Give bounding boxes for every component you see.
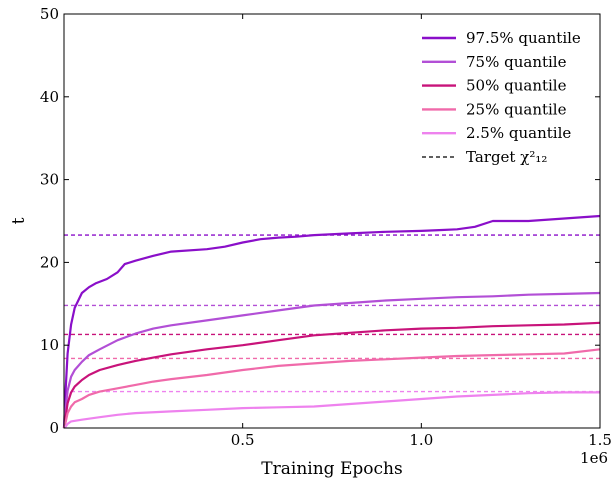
legend-label-2: 50% quantile bbox=[466, 77, 567, 95]
y-axis-label: t bbox=[9, 217, 29, 224]
axis-ticks: 0 10 20 30 40 50 0.5 1.0 1.5 bbox=[40, 5, 611, 449]
legend-label-3: 25% quantile bbox=[466, 100, 567, 118]
x-axis-label: Training Epochs bbox=[261, 459, 402, 479]
series-line-2 bbox=[62, 321, 601, 429]
y-tick-label-5: 50 bbox=[40, 5, 59, 23]
plot-frame bbox=[63, 13, 601, 429]
x-axis-offset-label: 1e6 bbox=[580, 449, 608, 467]
y-tick-label-3: 30 bbox=[40, 171, 59, 189]
legend-label-0: 97.5% quantile bbox=[466, 29, 581, 47]
x-tick-label-1: 1.0 bbox=[409, 431, 433, 449]
y-tick-label-1: 10 bbox=[40, 336, 59, 354]
x-tick-label-2: 1.5 bbox=[588, 431, 611, 449]
legend-label-target: Target χ²₁₂ bbox=[466, 148, 547, 166]
series-lines bbox=[62, 214, 601, 429]
y-tick-label-2: 20 bbox=[40, 253, 59, 271]
legend-label-4: 2.5% quantile bbox=[466, 124, 571, 142]
series-line-3 bbox=[62, 348, 601, 429]
series-line-4 bbox=[63, 391, 600, 429]
legend: 97.5% quantile 75% quantile 50% quantile 25… bbox=[422, 29, 581, 166]
y-tick-label-4: 40 bbox=[40, 88, 59, 106]
y-tick-label-0: 0 bbox=[49, 419, 59, 437]
x-tick-label-0: 0.5 bbox=[231, 431, 255, 449]
series-line-1 bbox=[62, 291, 601, 429]
legend-label-1: 75% quantile bbox=[466, 53, 567, 71]
series-line-0 bbox=[62, 214, 601, 429]
